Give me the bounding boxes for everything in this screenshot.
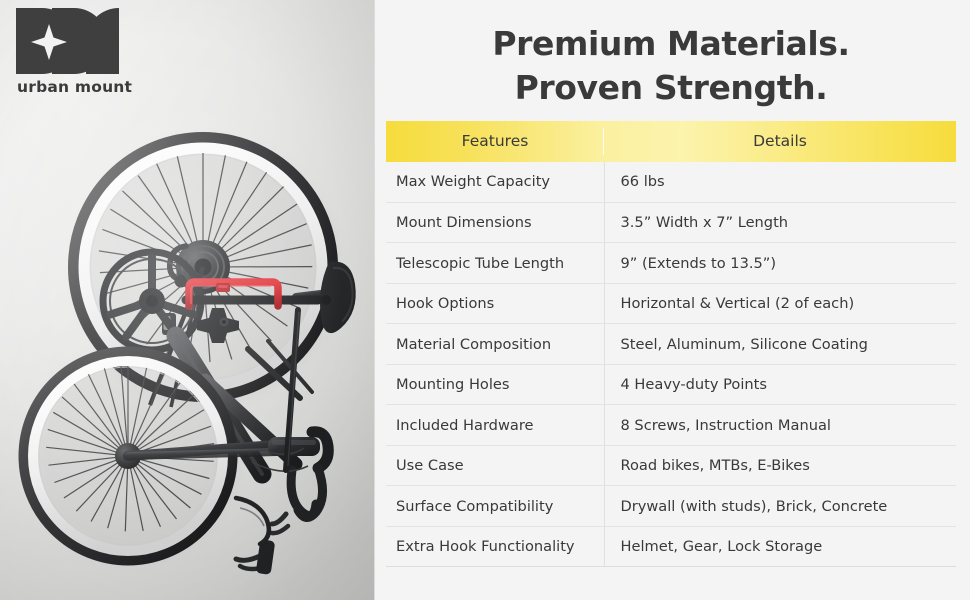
brand-wordmark: urban mount bbox=[17, 78, 133, 96]
feature-value: Drywall (with studs), Brick, Concrete bbox=[604, 485, 956, 527]
feature-value: Steel, Aluminum, Silicone Coating bbox=[604, 323, 956, 365]
feature-label: Max Weight Capacity bbox=[386, 161, 605, 203]
table-body: Max Weight Capacity 66 lbs Mount Dimensi… bbox=[386, 161, 956, 568]
feature-label: Surface Compatibility bbox=[386, 485, 605, 527]
column-header-features: Features bbox=[386, 121, 604, 162]
page-title: Premium Materials. Proven Strength. bbox=[492, 24, 850, 107]
product-image-panel: urban mount bbox=[0, 0, 375, 600]
feature-label: Hook Options bbox=[386, 283, 605, 325]
feature-value: 9” (Extends to 13.5”) bbox=[604, 242, 956, 284]
cable-lock bbox=[233, 495, 272, 547]
feature-value: 3.5” Width x 7” Length bbox=[604, 202, 956, 244]
feature-label: Telescopic Tube Length bbox=[386, 242, 605, 284]
table-header-row: Features Details bbox=[386, 120, 956, 162]
table-row: Use Case Road bikes, MTBs, E-Bikes bbox=[386, 445, 956, 487]
feature-label: Use Case bbox=[386, 445, 605, 487]
feature-label: Extra Hook Functionality bbox=[386, 526, 605, 568]
feature-label: Material Composition bbox=[386, 323, 605, 365]
table-header: Features Details bbox=[386, 120, 956, 162]
specifications-table: Features Details Max Weight Capacity 66 … bbox=[386, 120, 956, 568]
table-row: Surface Compatibility Drywall (with stud… bbox=[386, 485, 956, 527]
feature-label: Mounting Holes bbox=[386, 364, 605, 406]
table-row: Mount Dimensions 3.5” Width x 7” Length bbox=[386, 202, 956, 244]
feature-value: Horizontal & Vertical (2 of each) bbox=[604, 283, 956, 325]
table-row: Extra Hook Functionality Helmet, Gear, L… bbox=[386, 526, 956, 568]
brand-logo: urban mount bbox=[14, 6, 132, 96]
feature-value: 4 Heavy-duty Points bbox=[604, 364, 956, 406]
feature-value: 8 Screws, Instruction Manual bbox=[604, 404, 956, 446]
urban-mount-logo-icon bbox=[16, 8, 119, 74]
feature-label: Included Hardware bbox=[386, 404, 605, 446]
table-row: Material Composition Steel, Aluminum, Si… bbox=[386, 323, 956, 365]
table-row: Hook Options Horizontal & Vertical (2 of… bbox=[386, 283, 956, 325]
table-row: Mounting Holes 4 Heavy-duty Points bbox=[386, 364, 956, 406]
spec-content-panel: Premium Materials. Proven Strength. Feat… bbox=[375, 0, 970, 600]
table-row: Included Hardware 8 Screws, Instruction … bbox=[386, 404, 956, 446]
pedal bbox=[233, 539, 275, 575]
table-row: Max Weight Capacity 66 lbs bbox=[386, 161, 956, 203]
feature-value: Helmet, Gear, Lock Storage bbox=[604, 526, 956, 568]
feature-value: Road bikes, MTBs, E-Bikes bbox=[604, 445, 956, 487]
feature-value: 66 lbs bbox=[604, 161, 956, 203]
feature-label: Mount Dimensions bbox=[386, 202, 605, 244]
column-header-details: Details bbox=[753, 132, 807, 151]
table-row: Telescopic Tube Length 9” (Extends to 13… bbox=[386, 242, 956, 284]
